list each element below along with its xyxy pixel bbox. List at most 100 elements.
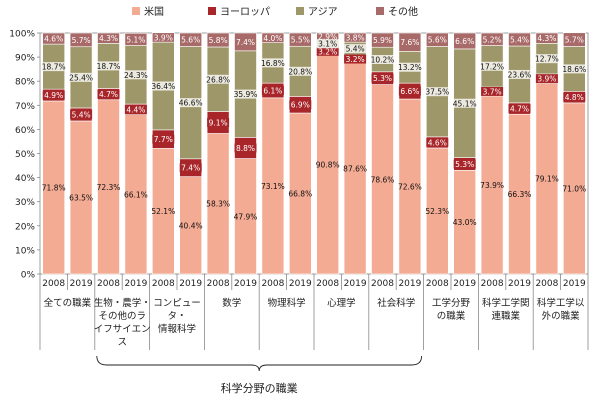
value-label-bg [179, 163, 202, 173]
bar-segment [152, 32, 175, 43]
value-label: 25.4% [69, 73, 93, 82]
bar-segment [206, 32, 230, 48]
value-label: 37.5% [425, 88, 449, 97]
y-tick-label: 30% [15, 198, 35, 208]
value-label-bg [344, 44, 367, 54]
value-label-bg [398, 86, 421, 96]
value-label-bg [152, 81, 175, 91]
year-label: 2019 [344, 279, 367, 289]
value-label: 3.9% [537, 75, 556, 84]
year-label: 2019 [124, 279, 147, 289]
group-label-line: 科学工学関 [482, 297, 530, 309]
value-label: 5.6% [181, 36, 200, 45]
bar-segment [480, 32, 504, 46]
value-label: 5.2% [483, 35, 502, 44]
bar-segment [535, 32, 559, 44]
year-label: 2019 [563, 279, 586, 289]
year-label: 2008 [42, 279, 65, 289]
bar-segment [42, 32, 66, 45]
value-label: 7.6% [400, 38, 419, 47]
value-label: 3.2% [318, 47, 337, 56]
group-label-line: 社会科学 [377, 297, 415, 309]
value-label: 43.0% [453, 218, 477, 227]
group-label-line: 情報科学 [158, 323, 196, 335]
value-label: 79.1% [535, 175, 559, 184]
bar-segment [234, 32, 257, 52]
legend-label: アジア [308, 7, 338, 18]
value-label: 52.3% [425, 207, 449, 216]
value-label-bg [563, 92, 586, 102]
value-label-bg [152, 134, 175, 144]
value-label: 24.3% [124, 71, 148, 80]
value-label: 4.3% [99, 34, 118, 43]
value-label: 87.6% [343, 164, 367, 173]
legend-swatch [132, 7, 140, 15]
value-label: 6.9% [291, 101, 310, 110]
value-label-bg [426, 87, 449, 97]
value-label-bg [207, 74, 230, 84]
legend-label: 米国 [144, 5, 164, 18]
value-label: 4.8% [565, 93, 584, 102]
value-label: 52.1% [151, 207, 175, 216]
value-label: 46.6% [179, 99, 203, 108]
value-label-bg [124, 70, 147, 80]
group-label-line: 連職業 [492, 310, 521, 322]
value-label: 18.6% [562, 65, 586, 74]
legend-swatch [208, 7, 216, 15]
year-label: 2008 [535, 279, 558, 289]
value-label-bg [453, 98, 476, 108]
bar-segment [562, 32, 586, 47]
value-label-bg [481, 61, 504, 71]
bar-segment [97, 32, 120, 44]
value-label: 6.6% [400, 87, 419, 96]
y-tick-label: 50% [15, 150, 35, 160]
group-label-line: タ・ [167, 311, 186, 322]
value-label: 18.7% [42, 63, 66, 72]
x-axis: 2008 2019 2008 2019 2008 2019 2008 2019 2008 2019… [39, 274, 589, 350]
value-label: 71.0% [562, 184, 586, 193]
bar-segment [371, 32, 394, 48]
value-label: 4.7% [510, 105, 529, 114]
value-label-bg [70, 72, 93, 82]
year-label: 2019 [179, 279, 202, 289]
y-axis: 0% 10% 20% 30% 40% 50% 60% 70% 80% 90% 100% [9, 30, 40, 281]
value-label-bg [261, 58, 284, 68]
year-label: 2019 [398, 279, 421, 289]
value-label: 2.9% [318, 32, 337, 41]
value-label-bg [97, 89, 120, 99]
value-label-bg [261, 85, 284, 95]
value-label: 4.4% [126, 105, 145, 114]
value-label: 36.4% [151, 82, 175, 91]
value-label-bg [535, 54, 558, 64]
value-label: 7.4% [181, 164, 200, 173]
value-label-bg [563, 64, 586, 74]
y-tick-label: 90% [15, 54, 35, 64]
value-label: 5.3% [373, 74, 392, 83]
bar-segment [288, 32, 312, 47]
year-label: 2008 [261, 279, 284, 289]
value-label: 4.6% [428, 138, 447, 147]
value-label: 90.8% [316, 161, 340, 170]
value-label: 3.7% [483, 87, 502, 96]
value-label-bg [398, 62, 421, 72]
value-label: 5.7% [72, 36, 91, 45]
value-label: 5.5% [291, 36, 310, 45]
value-label: 66.8% [288, 190, 312, 199]
value-label: 5.4% [72, 110, 91, 119]
value-label-bg [316, 46, 339, 56]
value-label-bg [371, 55, 394, 65]
value-label: 16.8% [261, 59, 285, 68]
value-label: 5.9% [373, 36, 392, 45]
year-label: 2008 [152, 279, 175, 289]
legend-swatch [296, 7, 304, 15]
value-label-bg [289, 100, 312, 110]
group-label-line: ス [117, 337, 127, 348]
value-label-bg [508, 69, 531, 79]
value-label: 66.1% [124, 190, 148, 199]
value-label: 4.9% [44, 91, 63, 100]
year-label: 2008 [426, 279, 449, 289]
year-label: 2008 [371, 279, 394, 289]
year-label: 2019 [289, 279, 312, 289]
value-label: 4.7% [99, 90, 118, 99]
value-label: 4.0% [263, 34, 282, 43]
